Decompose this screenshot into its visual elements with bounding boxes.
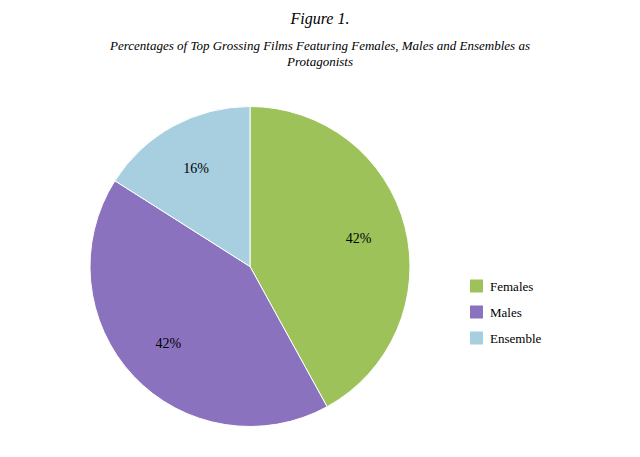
data-labels: 42% 42% 16% [156,161,372,351]
pie [90,107,410,427]
subtitle-line: Protagonists [286,54,353,69]
pie-slice [115,107,250,267]
legend-item: Ensemble [470,331,541,346]
subtitle-line: Percentages of Top Grossing Films Featur… [109,38,530,53]
data-label: 42% [346,231,372,246]
legend-item: Males [470,305,522,320]
legend-swatch [470,306,483,319]
data-label: 42% [156,336,182,351]
legend-swatch [470,280,483,293]
legend-swatch [470,332,483,345]
title: Figure 1. [290,10,350,28]
legend-label: Males [490,305,522,320]
subtitle: Percentages of Top Grossing Films Featur… [109,38,530,69]
legend-label: Ensemble [490,331,541,346]
data-label: 16% [183,161,209,176]
legend-label: Females [490,279,533,294]
legend: Females Males Ensemble [470,279,541,346]
legend-item: Females [470,279,533,294]
chart-svg: Figure 1. Percentages of Top Grossing Fil… [0,0,640,457]
